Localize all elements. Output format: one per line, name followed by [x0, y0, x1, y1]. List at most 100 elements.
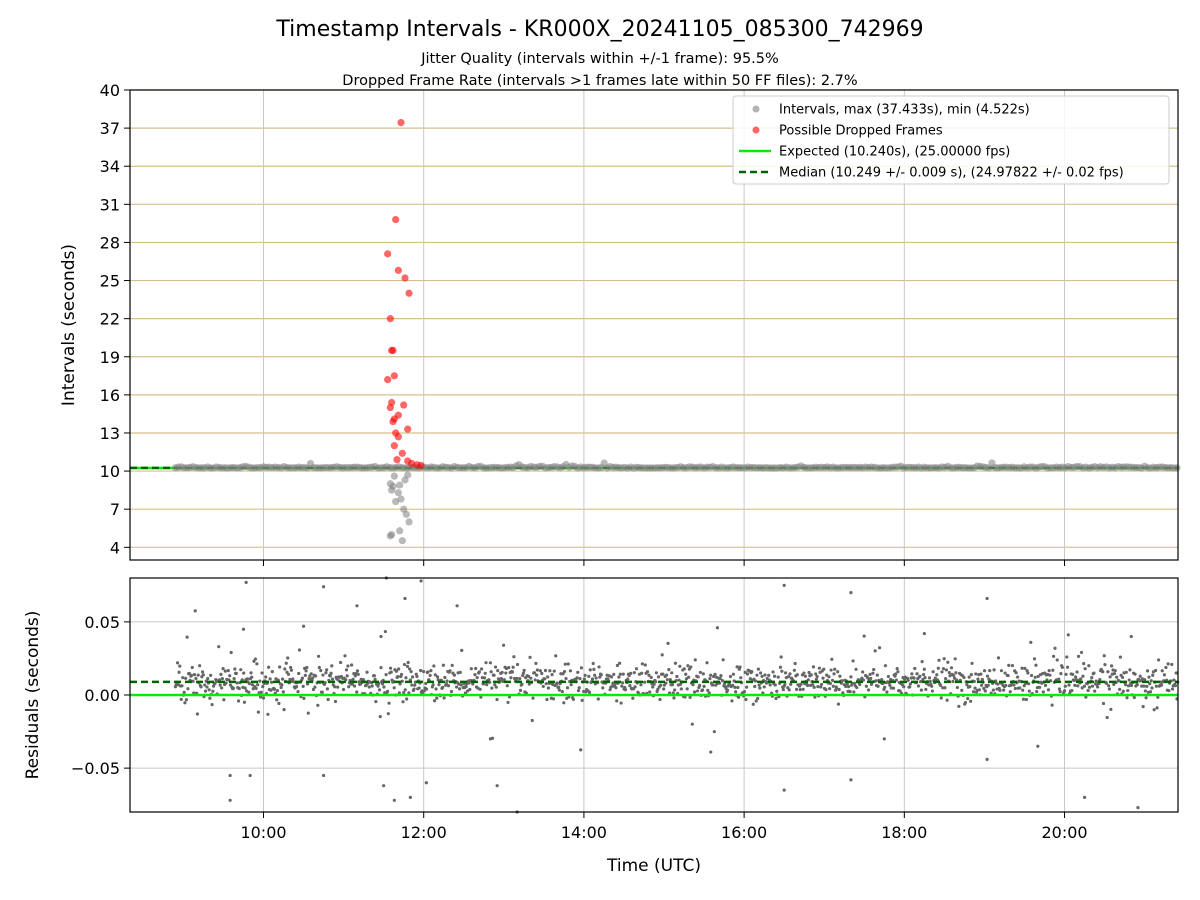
- time-x-tick-label: 18:00: [881, 823, 927, 842]
- residual-point: [684, 672, 688, 676]
- residual-point: [564, 676, 568, 681]
- residual-point: [894, 672, 898, 676]
- residual-point: [1070, 688, 1074, 693]
- residual-point: [1073, 683, 1077, 687]
- residual-point: [247, 690, 251, 694]
- residual-point: [772, 674, 777, 678]
- residual-point: [977, 688, 982, 692]
- residual-point: [431, 683, 435, 687]
- residual-point: [705, 661, 709, 665]
- residual-point: [668, 678, 672, 682]
- residual-point: [840, 679, 844, 683]
- residual-point: [546, 675, 550, 679]
- residual-point: [596, 697, 600, 701]
- residual-point: [235, 681, 239, 685]
- residual-point: [708, 677, 712, 681]
- residual-point: [821, 676, 825, 680]
- residual-point: [389, 670, 393, 674]
- residual-point: [1156, 658, 1161, 662]
- residual-point: [1082, 662, 1086, 666]
- residual-point: [773, 683, 777, 687]
- residual-point: [446, 684, 451, 688]
- residual-point: [999, 669, 1004, 673]
- residual-point: [1128, 668, 1132, 672]
- residual-point: [426, 670, 430, 674]
- residual-point: [745, 672, 749, 676]
- residual-point: [1138, 674, 1142, 678]
- residual-point: [1143, 689, 1147, 693]
- residual-point: [533, 678, 537, 682]
- residual-point: [518, 688, 523, 692]
- residual-point: [264, 675, 268, 679]
- residual-point: [489, 670, 493, 674]
- residual-point: [666, 641, 670, 645]
- residual-point: [571, 697, 575, 701]
- residual-point: [321, 673, 325, 677]
- residual-point: [551, 697, 556, 701]
- residual-outlier-point: [1136, 806, 1140, 810]
- residual-point: [221, 667, 225, 671]
- residual-point: [477, 670, 481, 674]
- residual-outlier-point: [849, 778, 853, 782]
- residual-point: [877, 646, 882, 650]
- residual-point: [942, 657, 946, 661]
- residual-point: [1141, 704, 1145, 709]
- residual-point: [249, 671, 253, 675]
- residual-point: [401, 700, 405, 704]
- residual-point: [1057, 677, 1061, 681]
- residual-point: [972, 679, 976, 684]
- residual-point: [450, 663, 454, 668]
- residual-point: [1140, 684, 1144, 688]
- residual-point: [506, 700, 510, 705]
- intervals-y-tick-label: 40: [100, 81, 120, 100]
- residual-point: [330, 677, 335, 681]
- residual-point: [698, 670, 702, 675]
- residual-point: [529, 676, 533, 680]
- residual-point: [732, 679, 736, 683]
- residual-point: [923, 676, 927, 680]
- residual-point: [755, 673, 759, 677]
- residual-point: [300, 676, 305, 680]
- residual-point: [590, 677, 595, 681]
- residual-point: [896, 670, 900, 674]
- residual-point: [924, 687, 928, 691]
- residual-point: [234, 671, 238, 676]
- residual-point: [462, 682, 466, 686]
- residual-point: [721, 658, 725, 662]
- residual-point: [996, 682, 1000, 686]
- time-x-axis-label: Time (UTC): [606, 856, 701, 876]
- residual-point: [786, 675, 791, 679]
- residual-point: [771, 670, 775, 674]
- residual-point: [269, 680, 274, 684]
- interval-point: [1173, 464, 1181, 472]
- residual-point: [434, 687, 438, 691]
- residual-point: [831, 684, 835, 688]
- residual-point: [792, 668, 796, 672]
- residual-point: [1076, 684, 1080, 688]
- residual-point: [665, 678, 669, 682]
- residual-point: [1151, 673, 1155, 677]
- residual-point: [442, 696, 446, 700]
- residual-point: [201, 673, 205, 677]
- residual-point: [444, 682, 448, 686]
- residual-point: [613, 682, 617, 686]
- residual-point: [428, 673, 432, 678]
- residual-point: [1004, 683, 1008, 688]
- residual-outlier-point: [248, 773, 252, 778]
- intervals-y-tick-label: 10: [100, 462, 120, 481]
- residual-point: [406, 660, 410, 665]
- residual-point: [753, 684, 757, 689]
- residual-point: [267, 665, 271, 669]
- residual-point: [1046, 688, 1051, 692]
- residual-point: [949, 666, 954, 670]
- residual-point: [392, 686, 396, 690]
- residual-point: [998, 688, 1002, 692]
- residual-point: [569, 683, 573, 687]
- residual-point: [1015, 675, 1020, 679]
- residual-point: [1125, 696, 1129, 700]
- residual-point: [1164, 665, 1168, 670]
- residual-point: [222, 698, 226, 702]
- dropped-frame-point: [400, 401, 408, 409]
- residual-point: [471, 682, 475, 686]
